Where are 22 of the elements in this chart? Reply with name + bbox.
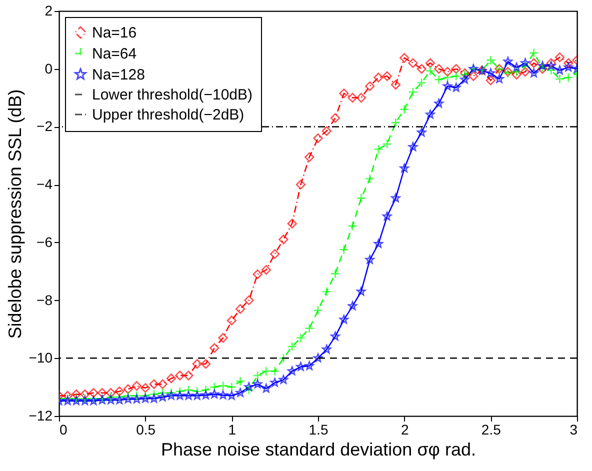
y-tick-label: −6	[36, 234, 53, 250]
y-axis-title: Sidelobe suppression SSL (dB)	[4, 89, 25, 339]
legend-label: Na=64	[92, 46, 137, 62]
y-tick-label: 0	[44, 60, 53, 76]
y-tick-label: −12	[28, 408, 53, 424]
x-tick-label: 1.5	[308, 422, 328, 438]
legend-label: Lower threshold(−10dB)	[92, 86, 253, 104]
y-tick-label: −4	[36, 176, 53, 192]
legend-label: Na=128	[92, 66, 145, 84]
y-tick-label: −10	[28, 350, 53, 366]
y-tick-label: 2	[44, 2, 53, 18]
y-tick-label: −2	[36, 118, 53, 134]
x-tick-label: 2	[400, 422, 409, 438]
x-tick-label: 3	[570, 422, 578, 438]
y-tick-label: −8	[36, 292, 53, 308]
ref-line-label: Upper threshold(−2dB)	[92, 106, 244, 124]
x-tick-label: 0.5	[136, 422, 156, 438]
x-tick-label: 2.5	[481, 422, 502, 438]
legend-label: Na=16	[92, 24, 137, 42]
x-axis-title: Phase noise standard deviation σφ rad.	[161, 440, 476, 460]
x-tick-label: 0	[60, 422, 68, 438]
x-tick-label: 1	[228, 422, 236, 438]
